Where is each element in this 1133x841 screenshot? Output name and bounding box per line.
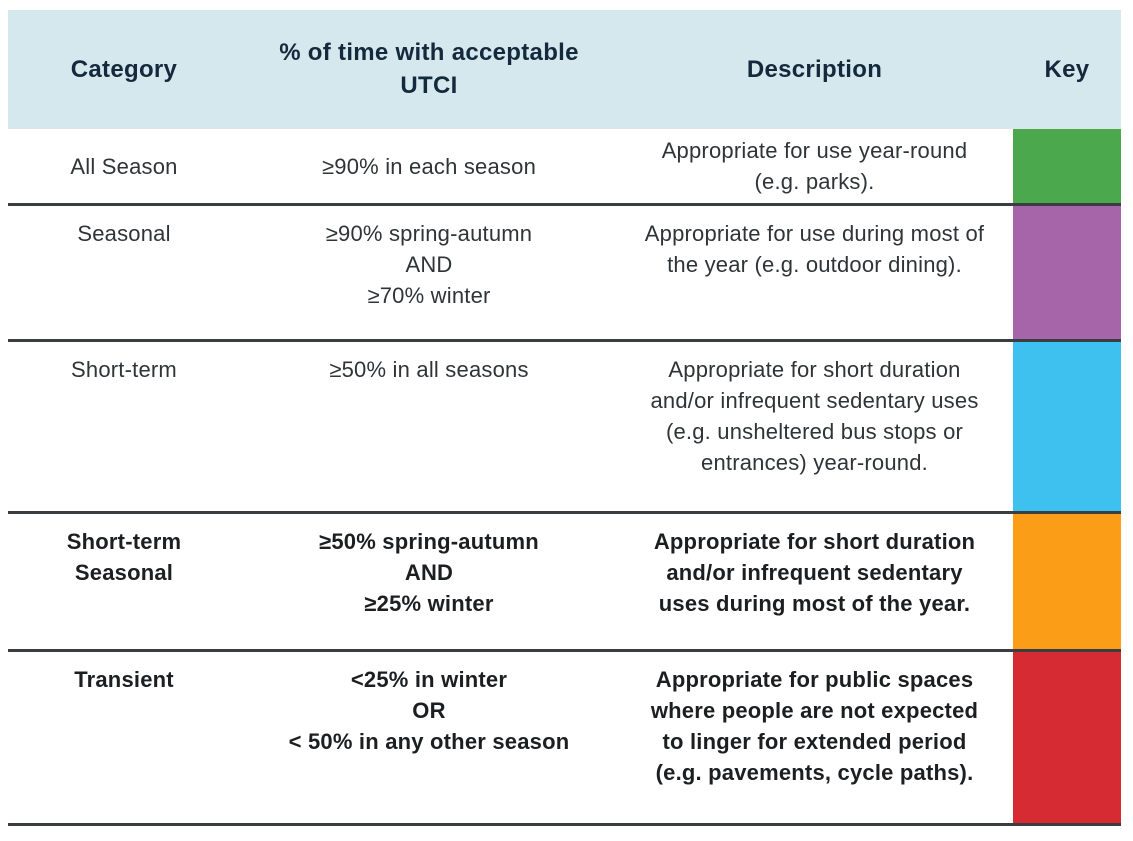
table-row-short-term-seasonal: Short-term Seasonal ≥50% spring-autumn A… [8, 514, 1121, 652]
column-header-key: Key [1011, 10, 1121, 128]
utci-cell: ≥50% spring-autumn AND ≥25% winter [319, 529, 539, 616]
category-cell: Short-term Seasonal [66, 529, 182, 585]
key-cell [1011, 342, 1121, 511]
column-header-category: Category [70, 55, 178, 83]
utci-cell: ≥90% in each season [321, 153, 536, 179]
description-cell: Appropriate for use year-round (e.g. par… [661, 138, 968, 194]
key-swatch-green [1013, 129, 1121, 203]
description-cell: Appropriate for public spaces where peop… [650, 667, 979, 785]
key-swatch-cyan [1013, 342, 1121, 511]
utci-cell: ≥90% spring-autumn AND ≥70% winter [325, 221, 533, 308]
key-cell [1011, 206, 1121, 339]
description-cell: Appropriate for use during most of the y… [644, 221, 985, 277]
category-cell: Seasonal [77, 221, 171, 246]
utci-cell: <25% in winter OR < 50% in any other sea… [288, 667, 570, 754]
category-cell: All Season [70, 153, 178, 179]
description-cell: Appropriate for short duration and/or in… [650, 357, 979, 475]
utci-cell: ≥50% in all seasons [329, 357, 529, 382]
key-cell [1011, 652, 1121, 823]
table-row-all-season: All Season ≥90% in each season Appropria… [8, 129, 1121, 206]
table-row-transient: Transient <25% in winter OR < 50% in any… [8, 652, 1121, 826]
key-swatch-orange [1013, 514, 1121, 649]
column-header-description: Description [746, 55, 883, 83]
category-cell: Transient [74, 667, 174, 692]
key-cell [1011, 514, 1121, 649]
category-cell: Short-term [71, 357, 177, 382]
table-row-seasonal: Seasonal ≥90% spring-autumn AND ≥70% win… [8, 206, 1121, 342]
utci-category-table: Category % of time with acceptable UTCI … [8, 10, 1121, 826]
table-row-short-term: Short-term ≥50% in all seasons Appropria… [8, 342, 1121, 514]
column-header-utci: % of time with acceptable UTCI [279, 39, 579, 99]
description-cell: Appropriate for short duration and/or in… [653, 529, 976, 616]
table-header-row: Category % of time with acceptable UTCI … [8, 10, 1121, 129]
key-swatch-red [1013, 652, 1121, 823]
key-cell [1011, 129, 1121, 203]
key-header-label: Key [1044, 55, 1090, 83]
key-swatch-purple [1013, 206, 1121, 339]
